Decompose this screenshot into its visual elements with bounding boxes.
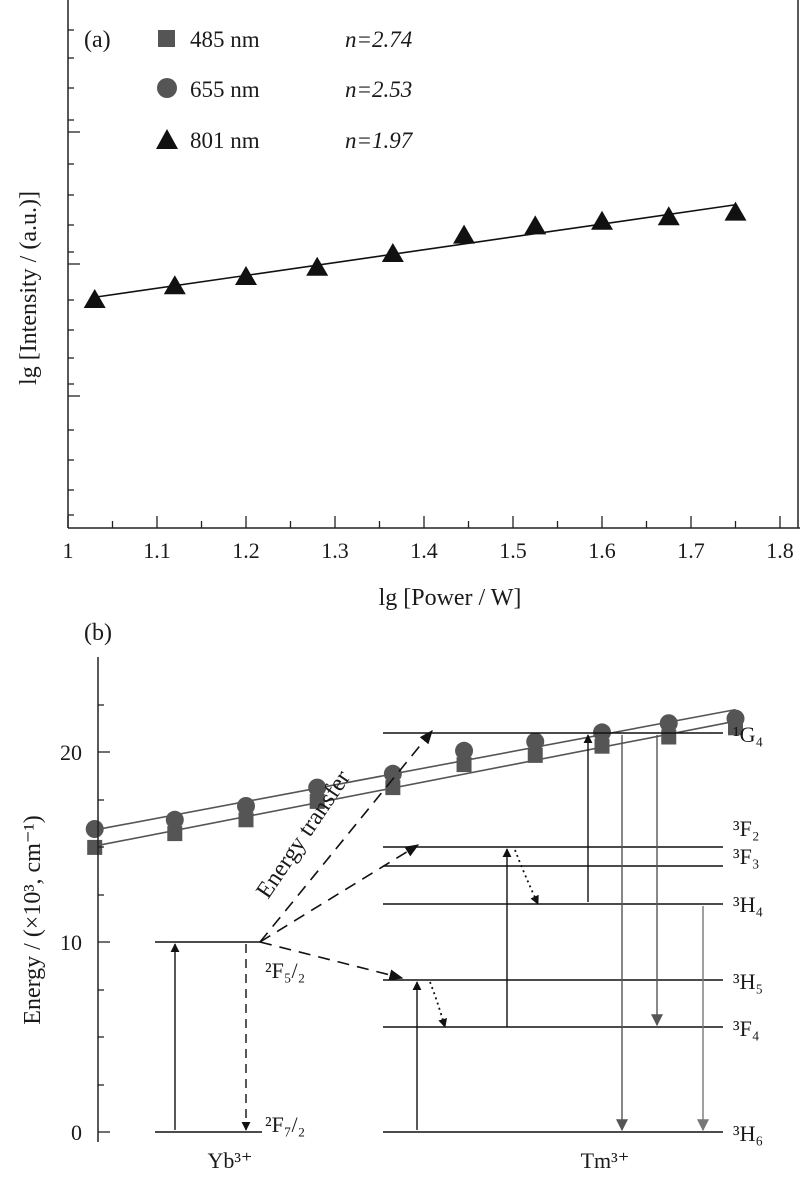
energy-transfer-arrow-1G4 (259, 729, 433, 943)
x-tick-label: 1.1 (143, 538, 171, 563)
data-point-circle (726, 709, 745, 728)
tm-level-3F3-label: ³F₃ (733, 844, 760, 869)
data-point-triangle (83, 289, 106, 308)
panel-b-label: (b) (84, 620, 112, 646)
panel-a: 1 1.1 1.2 1.3 1.4 1.5 1.6 1.7 1.8 lg [Power / W]… (16, 0, 800, 855)
panel-b-y-axis-label: Energy / (×10³, cm⁻¹) (20, 815, 46, 1024)
x-tick-label: 1 (63, 538, 74, 563)
data-point-circle (85, 820, 104, 838)
panel-a-legend: 485 nm n=2.74 655 nm n=2.53 801 nm n=1.9… (156, 27, 414, 153)
energy-transfer-arrow-3H5 (259, 941, 404, 981)
tm-levels (383, 732, 723, 1133)
panel-a-y-ticks (68, 29, 80, 516)
data-point-circle (659, 714, 678, 733)
tm-level-3H5-label: ³H₅ (733, 969, 763, 994)
data-point-triangle (724, 201, 747, 221)
data-point-square (309, 793, 325, 809)
data-point-triangle (306, 256, 329, 276)
panel-b-y-axis: 20 10 0 Energy / (×10³, cm⁻¹) (20, 657, 110, 1145)
legend-801-slope: n=1.97 (345, 128, 414, 153)
data-point-circle (308, 778, 327, 797)
yb-levels (155, 941, 262, 1133)
tm-nonradiative-3F2-3H4 (514, 849, 539, 905)
panel-a-y-axis-label: lg [Intensity / (a.u.)] (16, 191, 42, 385)
data-point-circle (383, 764, 402, 783)
data-point-circle (526, 732, 545, 751)
panel-b-y-tick-20: 20 (60, 740, 82, 765)
data-point-triangle (163, 275, 186, 295)
data-point-circle (237, 797, 255, 815)
x-tick-label: 1.5 (499, 538, 527, 563)
yb-level-2F72-label: ²F₇/₂ (265, 1112, 305, 1137)
tm-ion-label: Tm³⁺ (581, 1148, 630, 1173)
panel-a-x-axis-label: lg [Power / W] (379, 585, 522, 611)
legend-655-slope: n=2.53 (345, 77, 412, 102)
data-point-triangle (453, 224, 476, 244)
yb-level-2F52-label: ²F₅/₂ (265, 958, 305, 983)
x-tick-label: 1.3 (321, 538, 349, 563)
energy-transfer-label: Energy transfer (251, 766, 355, 903)
data-point-square (527, 747, 543, 763)
data-point-circle (165, 810, 184, 829)
legend-485-label: 485 nm (190, 27, 260, 52)
tm-level-3F4-label: ³F₄ (733, 1016, 760, 1041)
tm-level-3F2-label: ³F₂ (733, 816, 760, 841)
data-point-square (238, 812, 254, 828)
data-point-triangle (657, 206, 680, 226)
tm-level-3H4-label: ³H₄ (733, 892, 763, 917)
legend-square-marker (158, 30, 175, 47)
legend-triangle-marker (156, 129, 178, 149)
data-point-circle (455, 741, 474, 760)
panel-a-label: (a) (84, 27, 111, 53)
panel-a-frame (67, 0, 800, 529)
data-point-square (167, 826, 183, 842)
yb-ion-label: Yb³⁺ (207, 1148, 252, 1173)
legend-circle-marker (157, 78, 177, 98)
x-tick-label: 1.7 (677, 538, 705, 563)
fit-line-series-0 (94, 720, 736, 847)
data-point-triangle (381, 243, 404, 262)
data-point-square (456, 757, 472, 773)
tm-level-1G4-label: ¹G₄ (733, 722, 763, 747)
data-point-square (594, 738, 610, 754)
panel-a-x-tick-labels: 1 1.1 1.2 1.3 1.4 1.5 1.6 1.7 1.8 (63, 538, 794, 563)
panel-b-y-tick-10: 10 (60, 930, 82, 955)
panel-a-fit-lines (94, 203, 736, 847)
x-tick-label: 1.6 (588, 538, 616, 563)
legend-485-slope: n=2.74 (345, 27, 412, 52)
x-tick-label: 1.2 (232, 538, 260, 563)
x-tick-label: 1.4 (410, 538, 438, 563)
legend-801-label: 801 nm (190, 128, 260, 153)
data-point-triangle (591, 210, 613, 230)
panel-a-x-ticks (67, 516, 781, 528)
data-point-triangle (235, 266, 257, 285)
panel-a-data-points (83, 201, 747, 855)
tm-level-3H6-label: ³H₆ (733, 1121, 763, 1146)
energy-transfer-arrow-3F2 (259, 844, 420, 943)
tm-nonradiative-3H5-3F4 (429, 981, 448, 1028)
panel-b: (b) 20 10 0 Energy / (×10³, cm⁻¹) (20, 620, 763, 1173)
legend-655-label: 655 nm (190, 77, 260, 102)
fit-line-series-1 (94, 708, 736, 831)
data-point-triangle (524, 215, 547, 235)
panel-b-y-tick-0: 0 (71, 1120, 82, 1145)
fit-line-series-2 (94, 203, 736, 299)
x-tick-label: 1.8 (766, 538, 794, 563)
